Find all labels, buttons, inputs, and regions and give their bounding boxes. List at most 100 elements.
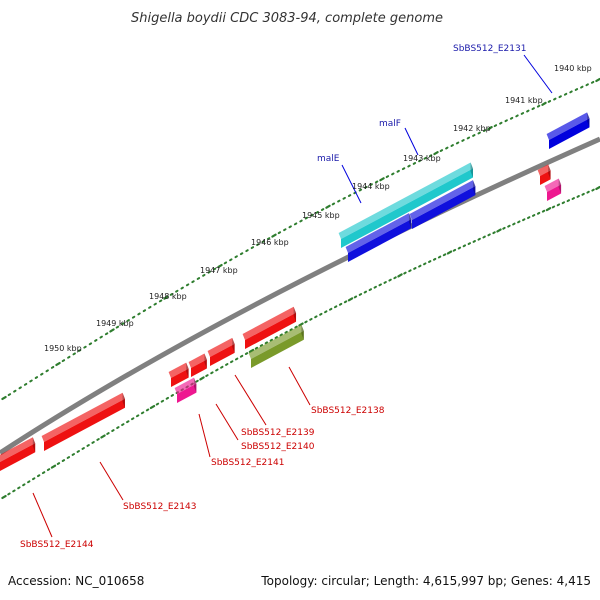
gene-pink-lower-end [193, 377, 197, 393]
tick-mark [18, 386, 22, 390]
tick-mark [248, 348, 255, 353]
tick-mark [160, 399, 165, 403]
tick-mark [385, 175, 390, 179]
tick-mark [142, 309, 147, 313]
tick-mark [467, 242, 471, 246]
tick-mark [91, 441, 95, 444]
tick-mark [374, 180, 379, 184]
tick-mark [86, 444, 90, 447]
gene-pink-small-top [544, 178, 562, 192]
tick-mark [450, 144, 454, 147]
tick-mark [466, 136, 471, 140]
gene-sbbs512-e2141[interactable] [168, 362, 189, 387]
gene-pink-lower-face [177, 383, 197, 403]
tick-mark [225, 363, 229, 366]
genome-stats-text: Topology: circular; Length: 4,615,997 bp… [261, 574, 591, 588]
gene-sbbs512-e2138[interactable] [248, 324, 304, 368]
gene-sbbs512-e2138-red-top [242, 306, 297, 340]
tick-mark [76, 450, 80, 453]
tick-mark [522, 218, 526, 222]
tick-mark [432, 257, 437, 261]
gene-red-small[interactable] [537, 164, 551, 185]
tick-mark [325, 204, 331, 209]
tick-mark [83, 345, 87, 349]
gene-malf-upper-face [412, 186, 476, 229]
leader-line [215, 403, 239, 441]
tick-mark [482, 235, 486, 239]
tick-mark [338, 302, 343, 306]
tick-mark [294, 325, 298, 329]
tick-mark [121, 322, 125, 326]
gene-sbbs512-e2139[interactable] [207, 337, 235, 366]
scale-label: 1944 kbp [352, 182, 390, 191]
tick-mark [274, 336, 278, 339]
gene-label-forward: malF [379, 119, 401, 129]
gene-malf-upper[interactable] [409, 180, 476, 229]
gene-sbbs512-e2131-top [546, 112, 590, 140]
tick-mark [212, 267, 217, 271]
tick-mark [7, 393, 12, 397]
tick-mark [563, 92, 568, 96]
gene-sbbs512-e2131[interactable] [546, 112, 590, 149]
tick-mark [81, 447, 85, 450]
gene-sbbs512-e2143[interactable] [41, 392, 125, 451]
scale-label: 1950 kbp [44, 344, 82, 353]
gene-male-top [338, 162, 473, 239]
tick-mark [347, 297, 354, 302]
gene-sbbs512-e2140-top [188, 353, 207, 368]
tick-mark [180, 286, 184, 290]
tick-mark [556, 203, 561, 207]
accession-text: Accession: NC_010658 [8, 574, 145, 588]
tick-mark [304, 216, 309, 220]
gene-sbbs512-e2143-face [44, 398, 125, 451]
gene-sbbs512-e2144[interactable] [0, 437, 36, 471]
tick-mark [109, 328, 115, 333]
leader-line [32, 492, 53, 538]
tick-mark [487, 233, 491, 237]
gene-pink-lower[interactable] [174, 377, 197, 403]
gene-male[interactable] [338, 162, 473, 249]
tick-mark [401, 167, 406, 171]
tick-mark [165, 396, 170, 400]
tick-mark [205, 374, 209, 378]
tick-mark [368, 288, 372, 292]
tick-mark [310, 213, 314, 217]
gene-pink-small[interactable] [544, 178, 562, 201]
tick-mark [499, 121, 503, 125]
gene-sbbs512-e2138-red-face [245, 312, 297, 349]
tick-mark [320, 208, 325, 211]
gene-malf-lower[interactable] [345, 213, 412, 262]
tick-mark [283, 228, 287, 232]
gene-sbbs512-e2139-face [210, 343, 235, 366]
tick-mark [373, 285, 377, 289]
tick-mark [229, 258, 233, 262]
tick-mark [36, 474, 41, 478]
tick-mark [428, 260, 432, 263]
gene-sbbs512-e2140-end [204, 353, 207, 369]
tick-mark [23, 382, 28, 386]
tick-mark [259, 344, 264, 347]
tick-mark [566, 199, 570, 203]
tick-mark [553, 97, 557, 101]
tick-mark [158, 299, 163, 303]
gene-malf-upper-end [472, 180, 476, 196]
tick-mark [244, 352, 249, 355]
tick-mark [67, 355, 71, 359]
tick-mark [393, 276, 397, 280]
gene-sbbs512-e2141-end [186, 362, 189, 378]
gene-pink-lower-top [174, 377, 197, 394]
tick-mark [457, 246, 462, 250]
tick-mark [504, 119, 508, 123]
tick-mark [266, 237, 271, 241]
tick-mark [196, 277, 201, 280]
gene-sbbs512-e2140[interactable] [188, 353, 207, 377]
tick-mark [96, 438, 100, 441]
tick-mark [148, 305, 152, 309]
gene-sbbs512-e2138-red[interactable] [242, 306, 297, 349]
tick-mark [72, 352, 76, 356]
tick-mark [413, 267, 417, 270]
gene-features [0, 112, 590, 471]
tick-mark [408, 269, 412, 273]
genome-backbone [0, 136, 600, 456]
tick-mark [279, 333, 283, 337]
